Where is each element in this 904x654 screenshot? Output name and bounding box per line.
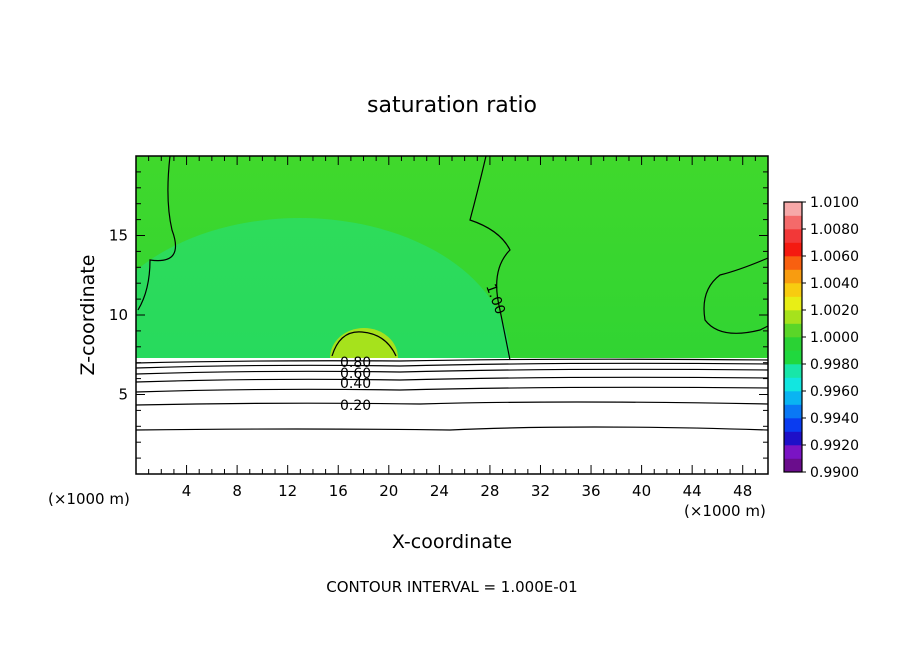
x-tick-label: 20 [379, 482, 398, 500]
colorbar-tick-label: 1.0040 [810, 276, 859, 292]
chart-title: saturation ratio [367, 93, 537, 118]
y-tick-label: 15 [109, 227, 128, 245]
colorbar-swatch [784, 215, 802, 230]
contour-label-080: 0.80 [340, 355, 371, 371]
x-axis-unit-left: (×1000 m) [48, 490, 130, 508]
y-axis: 5 10 15 [109, 171, 768, 459]
x-tick-label: 12 [278, 482, 297, 500]
x-tick-label: 48 [733, 482, 752, 500]
colorbar-swatch [784, 377, 802, 392]
lower-white-region [136, 358, 768, 474]
contour-lines [136, 156, 768, 431]
colorbar-swatch [784, 310, 802, 324]
colorbar-swatch [784, 364, 802, 378]
colorbar-swatch [784, 229, 802, 243]
x-tick-label: 28 [480, 482, 499, 500]
colorbar-swatch [784, 283, 802, 297]
contour-interval-note: CONTOUR INTERVAL = 1.000E-01 [326, 578, 577, 596]
colorbar-tick-label: 1.0080 [810, 222, 859, 238]
contour-1-small [331, 331, 397, 357]
colorbar-tick-label: 1.0000 [810, 330, 859, 346]
x-axis-unit-right: (×1000 m) [684, 502, 766, 520]
colorbar-swatch [784, 296, 802, 311]
colorbar-swatch [784, 202, 802, 216]
contour-1-right [703, 257, 768, 334]
colorbar-tick-label: 0.9940 [810, 411, 859, 427]
x-tick-label: 40 [632, 482, 651, 500]
colorbar-tick-label: 0.9960 [810, 384, 859, 400]
y-axis-label: Z-coordinate [77, 255, 99, 376]
contour-1-center [469, 156, 511, 361]
colorbar-tick-label: 0.9920 [810, 438, 859, 454]
colorbar-tick-label: 1.0060 [810, 249, 859, 265]
x-tick-label: 16 [329, 482, 348, 500]
colorbar-swatch [784, 404, 802, 419]
contour-label-060: 0.60 [340, 366, 371, 382]
colorbar-labels: 0.9900 0.9920 0.9940 0.9960 0.9980 1.0000 1.00… [802, 195, 859, 481]
contour-1-left [137, 156, 177, 311]
x-tick-label: 8 [232, 482, 242, 500]
x-tick-label: 4 [182, 482, 192, 500]
colorbar [783, 201, 803, 473]
colorbar-tick-label: 1.0020 [810, 303, 859, 319]
colorbar-swatch [784, 269, 802, 284]
x-tick-label: 32 [531, 482, 550, 500]
colorbar-swatch [784, 242, 802, 257]
x-axis: 4 8 12 16 20 24 28 32 36 40 44 48 [148, 156, 756, 500]
colorbar-swatch [784, 350, 802, 365]
contour-labels: 0.80 0.60 0.40 0.20 1.00 [340, 282, 508, 414]
colorbar-swatch [784, 323, 802, 338]
x-tick-label: 44 [683, 482, 702, 500]
colorbar-tick-label: 1.0100 [810, 195, 859, 211]
x-axis-label: X-coordinate [392, 531, 512, 553]
colorbar-swatch [784, 458, 802, 473]
colorbar-swatch [784, 431, 802, 446]
colorbar-swatch [784, 418, 802, 432]
plot-area: 0.80 0.60 0.40 0.20 1.00 [136, 156, 768, 474]
contour-label-020: 0.20 [340, 398, 371, 414]
colorbar-tick-label: 0.9980 [810, 357, 859, 373]
x-tick-label: 36 [581, 482, 600, 500]
x-tick-label: 24 [430, 482, 449, 500]
contour-label-040: 0.40 [340, 376, 371, 392]
colorbar-swatch [784, 391, 802, 405]
y-tick-label: 10 [109, 306, 128, 324]
colorbar-swatch [784, 256, 802, 270]
colorbar-tick-label: 0.9900 [810, 465, 859, 481]
colorbar-swatch [784, 445, 802, 459]
colorbar-swatch [784, 337, 802, 351]
y-tick-label: 5 [118, 386, 128, 404]
